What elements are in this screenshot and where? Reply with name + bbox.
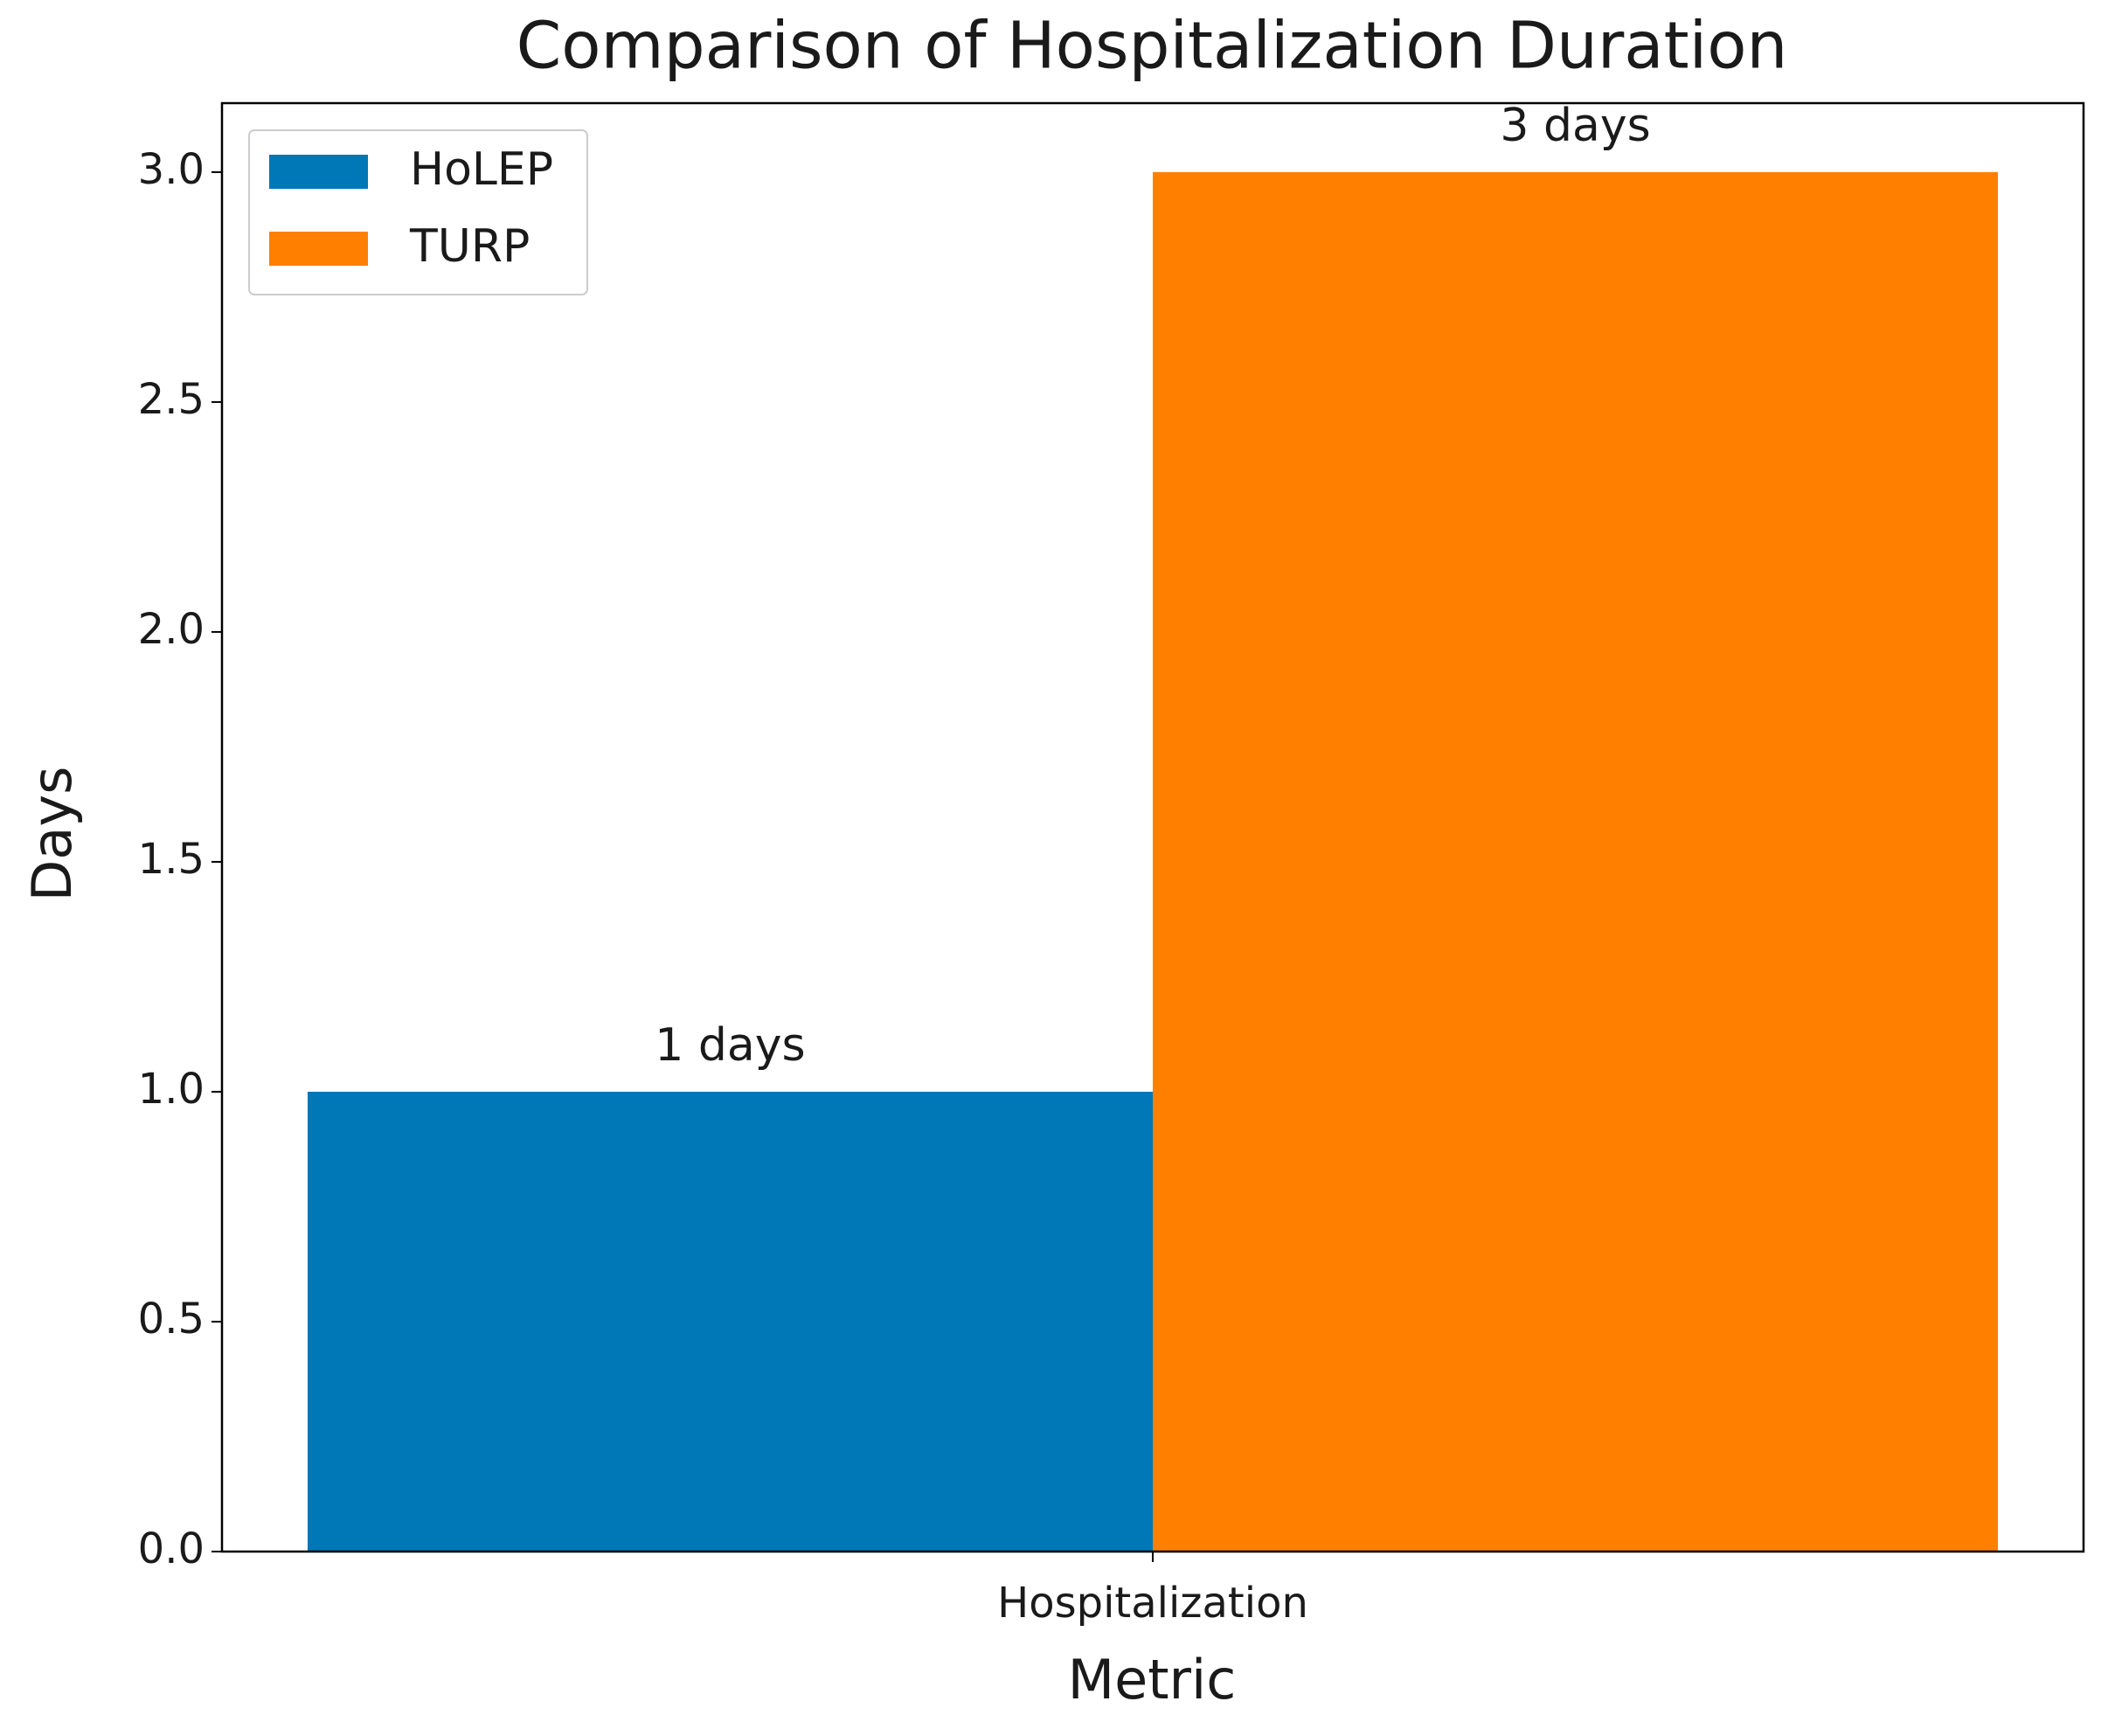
y-axis-label: Days [20,767,84,902]
chart-title: Comparison of Hospitalization Duration [517,9,1788,84]
y-tick-label: 2.5 [138,375,205,424]
legend-label: HoLEP [410,143,553,196]
legend: HoLEP TURP [248,129,588,295]
x-axis-label: Metric [1068,1648,1237,1712]
y-tick-label: 1.0 [138,1065,205,1114]
bar [307,1091,1154,1552]
y-tick-label: 0.0 [138,1524,205,1573]
plot-frame [220,101,2085,1553]
y-tick-label: 1.5 [138,835,205,884]
legend-swatch [269,155,368,189]
legend-label: TURP [409,220,530,273]
data-label: 3 days [1500,100,1650,152]
y-tick-label: 3.0 [138,145,205,194]
y-tick-label: 0.5 [138,1295,205,1344]
x-tick-label: Hospitalization [997,1579,1308,1628]
data-label: 1 days [655,1019,805,1072]
bar [1153,171,1999,1552]
legend-swatch [269,232,368,266]
y-tick-label: 2.0 [138,605,205,654]
